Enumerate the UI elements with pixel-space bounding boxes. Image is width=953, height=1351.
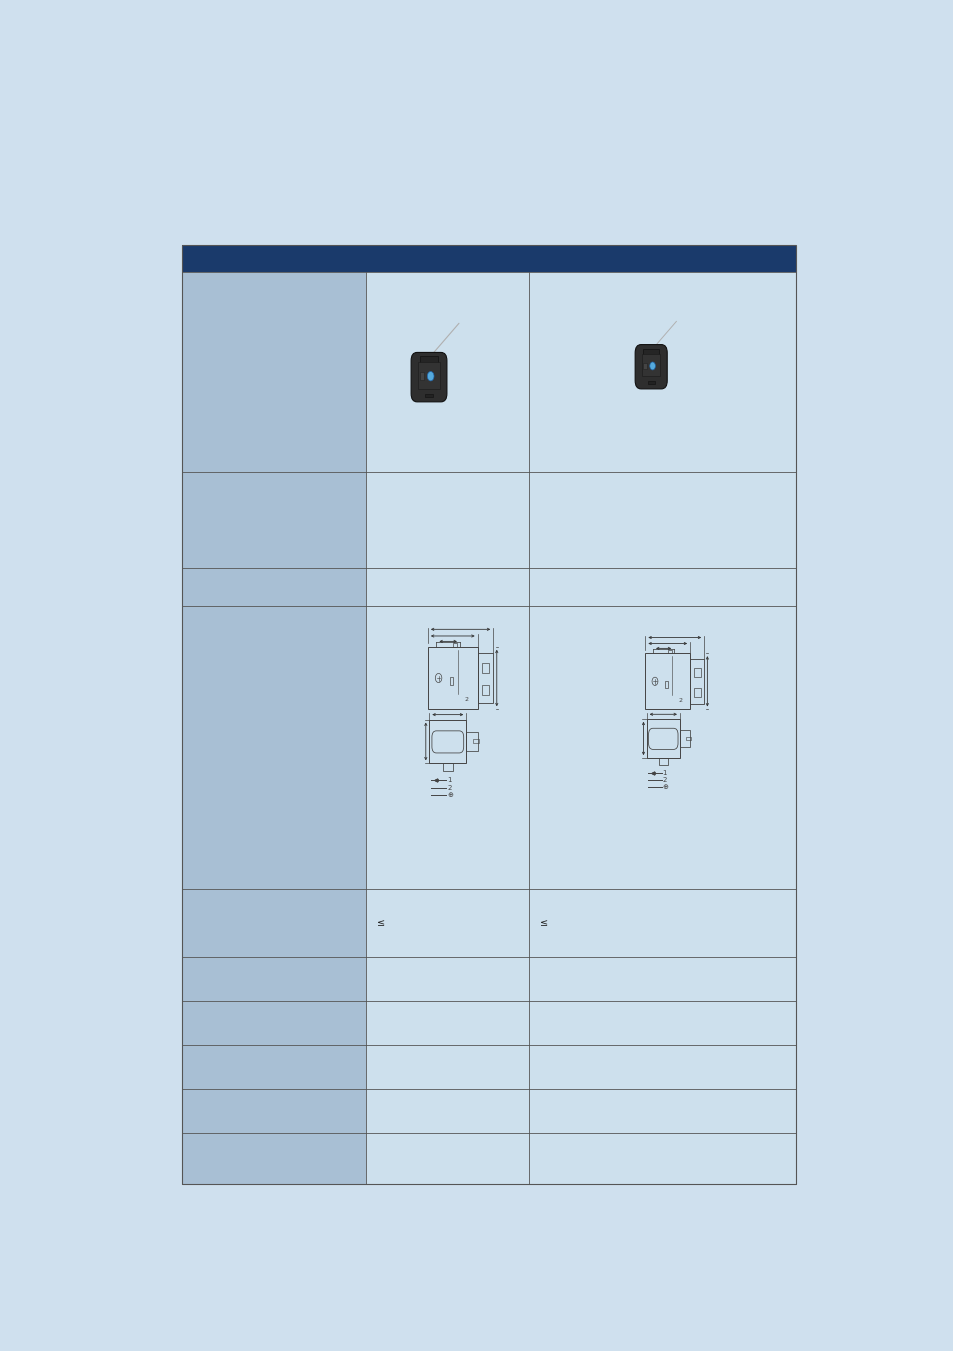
Text: ≤: ≤: [376, 919, 385, 928]
Text: ⊕: ⊕: [447, 792, 453, 798]
Bar: [366, 473, 528, 567]
Bar: [528, 889, 795, 958]
Bar: [182, 246, 795, 272]
Bar: [689, 659, 703, 704]
Text: ≤: ≤: [539, 919, 547, 928]
Bar: [182, 272, 366, 473]
Bar: [642, 363, 646, 369]
Bar: [693, 667, 700, 677]
Bar: [366, 1001, 528, 1046]
Bar: [366, 889, 528, 958]
Text: 2: 2: [464, 697, 469, 703]
Bar: [449, 677, 453, 685]
FancyBboxPatch shape: [635, 345, 666, 389]
Bar: [645, 654, 689, 709]
Text: 2: 2: [662, 777, 666, 784]
Bar: [642, 349, 659, 355]
Bar: [182, 607, 366, 889]
Bar: [528, 1001, 795, 1046]
Bar: [528, 473, 795, 567]
FancyBboxPatch shape: [411, 353, 446, 401]
Bar: [528, 607, 795, 889]
Bar: [641, 354, 659, 377]
Bar: [366, 607, 528, 889]
Bar: [182, 567, 366, 607]
Bar: [481, 685, 489, 696]
Bar: [443, 763, 452, 771]
Circle shape: [427, 372, 434, 381]
Bar: [182, 958, 366, 1001]
Bar: [182, 473, 366, 567]
Text: 1: 1: [662, 770, 666, 777]
Bar: [366, 272, 528, 473]
Bar: [646, 719, 679, 758]
Bar: [528, 567, 795, 607]
Bar: [419, 355, 437, 363]
Bar: [693, 688, 700, 697]
Bar: [477, 653, 493, 703]
Bar: [466, 732, 477, 751]
Bar: [685, 736, 690, 740]
Bar: [528, 958, 795, 1001]
Bar: [182, 1046, 366, 1089]
Bar: [182, 1001, 366, 1046]
Text: 2: 2: [447, 785, 451, 790]
Bar: [481, 663, 489, 673]
Bar: [528, 272, 795, 473]
Bar: [528, 1089, 795, 1132]
Bar: [528, 1132, 795, 1183]
Bar: [366, 1046, 528, 1089]
Text: 2: 2: [678, 698, 681, 704]
Bar: [182, 889, 366, 958]
Bar: [182, 246, 795, 1183]
Bar: [366, 958, 528, 1001]
Bar: [424, 393, 433, 397]
Bar: [182, 1132, 366, 1183]
Bar: [182, 1089, 366, 1132]
Bar: [473, 739, 478, 743]
Bar: [366, 1132, 528, 1183]
Bar: [647, 381, 654, 384]
Text: 1: 1: [447, 777, 451, 784]
Bar: [419, 373, 423, 380]
Bar: [366, 567, 528, 607]
Bar: [667, 650, 671, 654]
Bar: [679, 730, 689, 747]
Bar: [418, 362, 439, 389]
Bar: [428, 647, 477, 709]
Bar: [528, 1046, 795, 1089]
Bar: [659, 758, 667, 765]
Circle shape: [649, 362, 655, 370]
Bar: [664, 681, 667, 688]
Bar: [452, 643, 456, 647]
Bar: [366, 1089, 528, 1132]
Text: ⊕: ⊕: [662, 784, 668, 790]
Bar: [429, 720, 466, 763]
